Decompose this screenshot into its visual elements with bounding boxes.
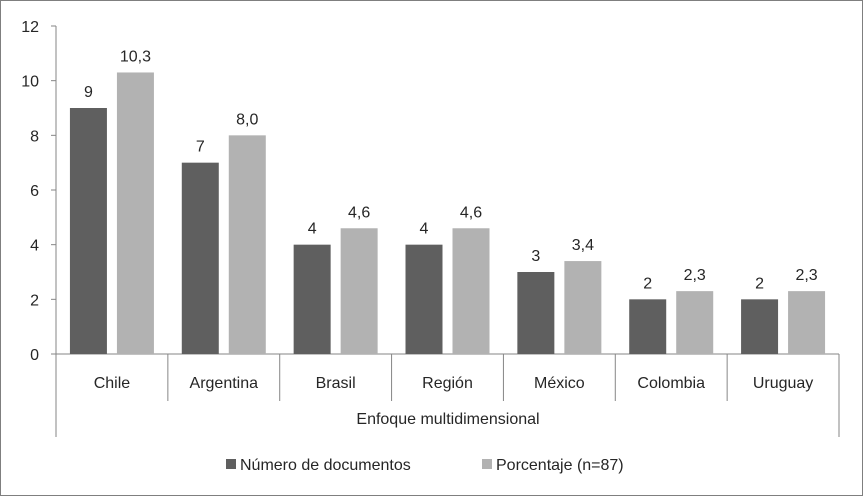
data-label: 10,3 xyxy=(120,48,151,65)
bar xyxy=(629,299,667,354)
bars xyxy=(69,72,826,354)
data-label: 2,3 xyxy=(684,267,706,284)
legend-swatch xyxy=(482,459,492,469)
bar xyxy=(452,228,490,354)
bar xyxy=(405,244,443,354)
data-label: 4 xyxy=(308,221,317,238)
x-category-label: Chile xyxy=(94,375,131,392)
data-label: 3 xyxy=(531,248,540,265)
bar xyxy=(564,261,602,354)
x-category-label: Argentina xyxy=(190,375,259,392)
x-category-label: México xyxy=(534,375,585,392)
data-label: 4 xyxy=(420,221,429,238)
bar xyxy=(181,162,219,354)
data-label: 3,4 xyxy=(572,237,594,254)
bar xyxy=(69,108,107,354)
x-axis: Chile Argentina Brasil Región México Colombia… xyxy=(55,353,840,437)
data-label: 2,3 xyxy=(795,267,817,284)
x-category-label: Brasil xyxy=(316,375,356,392)
bar xyxy=(340,228,378,354)
x-category-label: Región xyxy=(422,375,473,392)
bar xyxy=(788,291,826,354)
bar xyxy=(741,299,779,354)
y-tick-label: 10 xyxy=(21,74,39,91)
bar xyxy=(228,135,266,354)
data-label: 8,0 xyxy=(236,111,258,128)
data-label: 2 xyxy=(755,275,764,292)
data-label: 4,6 xyxy=(460,204,482,221)
x-axis-title: Enfoque multidimensional xyxy=(356,411,539,428)
y-tick-label: 6 xyxy=(30,183,39,200)
data-label: 4,6 xyxy=(348,204,370,221)
x-category-label: Colombia xyxy=(637,375,705,392)
data-label: 7 xyxy=(196,139,205,156)
y-tick-label: 2 xyxy=(30,292,39,309)
bar xyxy=(676,291,714,354)
legend-label: Porcentaje (n=87) xyxy=(496,457,624,474)
y-tick-label: 8 xyxy=(30,128,39,145)
bar xyxy=(293,244,331,354)
data-label: 2 xyxy=(643,275,652,292)
legend-label: Número de documentos xyxy=(240,457,411,474)
legend-swatch xyxy=(226,459,236,469)
data-label: 9 xyxy=(84,84,93,101)
bar xyxy=(116,72,154,354)
y-axis: 0 2 4 6 8 10 12 xyxy=(21,19,57,364)
y-tick-label: 12 xyxy=(21,19,39,36)
y-tick-label: 0 xyxy=(30,347,39,364)
bar xyxy=(517,272,555,354)
y-tick-label: 4 xyxy=(30,238,39,255)
x-category-label: Uruguay xyxy=(753,375,813,392)
legend: Número de documentos Porcentaje (n=87) xyxy=(226,457,624,474)
data-labels: 9 10,3 7 8,0 4 4,6 4 4,6 3 3,4 2 2,3 2 2,3 xyxy=(84,48,818,292)
